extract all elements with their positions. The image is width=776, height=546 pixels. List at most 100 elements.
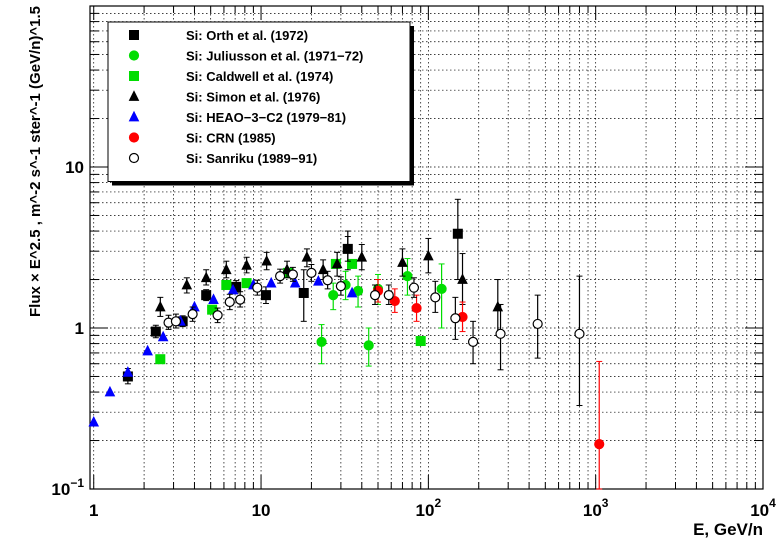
data-point <box>430 292 441 303</box>
data-point <box>457 273 468 284</box>
data-point <box>227 283 239 295</box>
x-tick-label: 102 <box>416 496 442 520</box>
legend-marker <box>129 71 139 81</box>
data-point <box>298 287 309 298</box>
legend-marker <box>128 132 140 143</box>
data-point <box>346 286 358 298</box>
legend-marker <box>128 152 140 164</box>
data-point <box>383 290 394 301</box>
legend: Si: Orth et al. (1972) Si: Juliusson et a… <box>107 21 414 186</box>
data-point <box>397 256 408 267</box>
data-point <box>207 304 218 315</box>
y-axis-title: Flux × E^2.5 , m^-2 s^-1 ster^-1 (GeV/n)… <box>27 6 44 317</box>
y-tick-label-exp: −1 <box>70 476 84 490</box>
data-point <box>467 336 479 347</box>
y-tick-label: 10 <box>65 158 84 177</box>
x-tick-label: 103 <box>583 496 609 520</box>
data-point <box>220 263 232 275</box>
x-tick-label: 10 <box>252 501 271 520</box>
data-point <box>369 290 381 301</box>
data-point <box>313 275 324 286</box>
data-point <box>436 283 447 294</box>
data-point <box>157 330 169 342</box>
x-tick-label: 1 <box>89 501 98 520</box>
y-tick-label: 1 <box>75 319 84 338</box>
data-point <box>306 267 317 278</box>
data-point <box>181 278 193 290</box>
series-5 <box>88 275 358 427</box>
data-point <box>335 281 346 292</box>
data-point <box>187 308 198 320</box>
data-point <box>415 336 426 347</box>
data-point <box>411 302 422 314</box>
data-layer <box>88 198 605 490</box>
data-point <box>423 249 434 261</box>
data-point <box>241 259 252 270</box>
data-point <box>88 415 100 427</box>
data-point <box>201 290 212 301</box>
data-point <box>142 344 153 356</box>
x-tick-label-base: 1 <box>89 501 98 520</box>
data-point <box>495 328 506 339</box>
legend-marker <box>128 50 140 61</box>
y-tick-label-base: 1 <box>75 319 84 338</box>
data-point <box>287 269 298 280</box>
data-point <box>328 290 339 301</box>
data-point <box>275 271 286 282</box>
data-point <box>452 228 463 239</box>
series-4 <box>154 236 504 336</box>
series-7 <box>163 263 585 407</box>
data-point <box>342 242 354 254</box>
data-point <box>235 294 246 305</box>
data-point <box>301 251 313 262</box>
data-point <box>155 354 166 365</box>
plot-frame <box>89 5 764 490</box>
x-tick-label-base: 10 <box>583 501 602 520</box>
data-point <box>221 279 232 290</box>
data-point <box>331 257 343 269</box>
data-point <box>212 310 223 321</box>
legend-entry: Si: HEAO−3−C2 (1979−81) <box>186 110 346 125</box>
data-point <box>104 385 116 397</box>
x-tick-label-base: 10 <box>252 501 271 520</box>
data-point <box>265 276 277 288</box>
series-6 <box>372 279 605 490</box>
x-tick-label: 104 <box>750 496 776 520</box>
data-point <box>532 318 543 330</box>
data-point <box>317 263 329 275</box>
axis-ticks <box>90 5 764 490</box>
data-point <box>122 366 134 377</box>
x-axis-title: E, GeV/n <box>693 520 763 539</box>
y-tick-label-base: 10 <box>65 158 84 177</box>
data-point <box>154 300 166 312</box>
legend-marker <box>129 30 139 40</box>
data-point <box>150 326 161 337</box>
legend-box <box>107 21 411 182</box>
data-point <box>450 313 461 324</box>
legend-marker <box>128 110 140 122</box>
y-tick-label-base: 10 <box>51 480 70 499</box>
legend-entry: Si: Caldwell et al. (1974) <box>186 69 333 84</box>
data-point <box>200 271 212 283</box>
legend-entry: Si: Sanriku (1989−91) <box>186 151 317 166</box>
legend-marker <box>128 90 140 101</box>
data-point <box>389 295 400 307</box>
data-point <box>347 258 358 269</box>
x-tick-label-base: 10 <box>750 501 769 520</box>
data-point <box>241 278 252 289</box>
data-point <box>594 439 605 450</box>
x-tick-label-exp: 2 <box>434 496 441 510</box>
data-point <box>289 276 301 288</box>
data-point <box>261 254 272 266</box>
data-point <box>322 275 333 286</box>
data-point <box>574 328 585 339</box>
data-point <box>260 290 271 301</box>
data-point <box>252 282 263 293</box>
data-point <box>356 251 368 262</box>
data-point <box>208 293 219 304</box>
x-tick-label-exp: 3 <box>602 496 609 510</box>
data-point <box>316 336 327 347</box>
data-point <box>408 282 420 293</box>
